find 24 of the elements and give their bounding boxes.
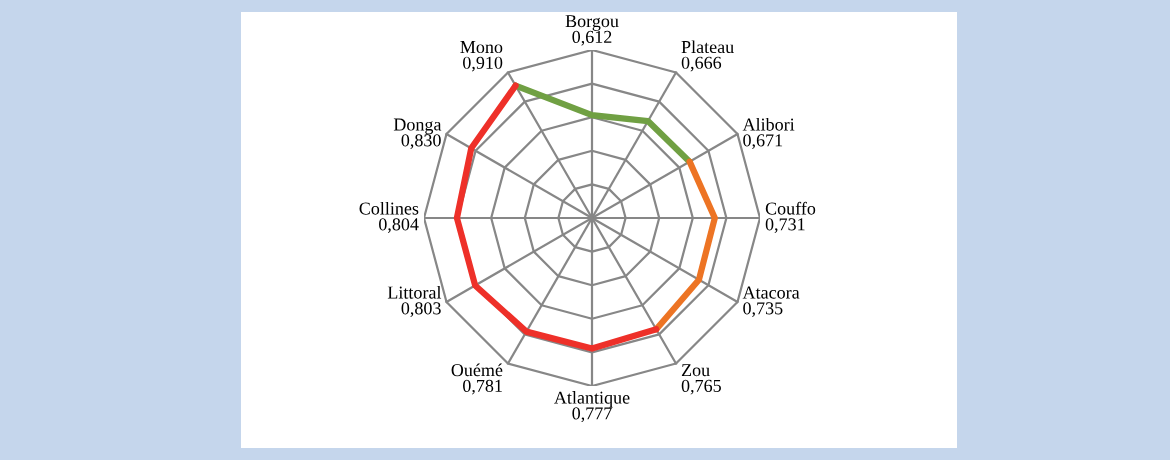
spoke-label: Borgou	[565, 15, 619, 31]
text: 0,735	[743, 302, 783, 317]
text: 0,781	[463, 379, 502, 395]
spoke-label: Alibori	[742, 117, 795, 131]
spoke-label: Littoral	[387, 285, 442, 299]
text: 0,804	[379, 218, 419, 233]
spoke-label: Donga	[393, 118, 442, 135]
text: 0,671	[743, 134, 783, 149]
spoke-label: Collines	[359, 201, 419, 215]
spoke-label: Plateau	[681, 40, 734, 54]
text: 0,777	[572, 407, 612, 423]
text: 0,666	[681, 56, 722, 72]
text: 0,803	[401, 302, 441, 317]
text: 0,612	[572, 30, 612, 46]
text: 0,910	[463, 56, 503, 72]
spoke-label: Ouémé	[451, 363, 503, 377]
text: 0,830	[401, 134, 441, 149]
text: 0,765	[681, 379, 721, 395]
spoke-label: Atacora	[742, 286, 800, 299]
spoke-label: Mono	[460, 41, 503, 54]
spoke-label: Zou	[681, 364, 710, 377]
spoke-label: Couffo	[765, 201, 816, 215]
text: 0,731	[765, 218, 805, 233]
spoke-label: Atlantique	[554, 391, 630, 408]
